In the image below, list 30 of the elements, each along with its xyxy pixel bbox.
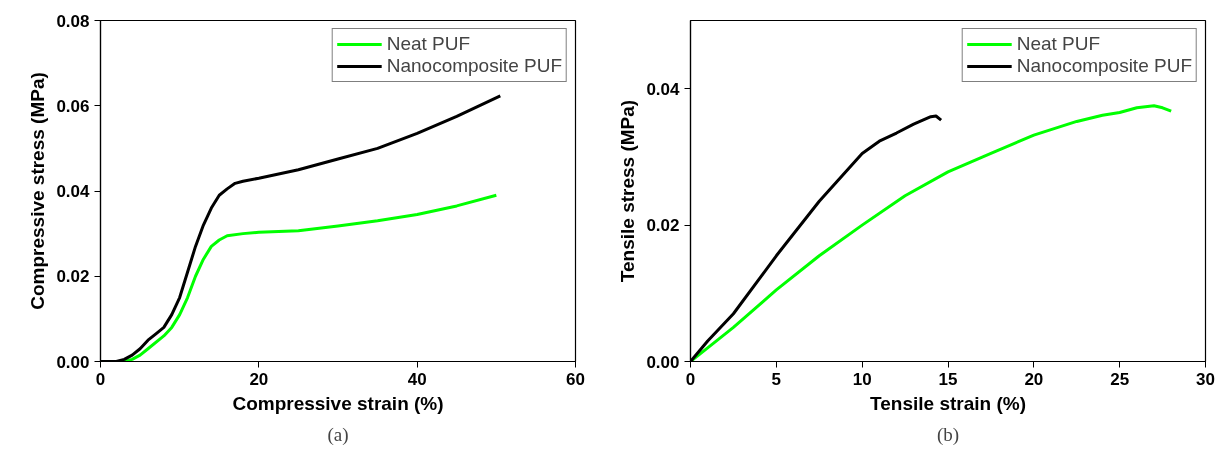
x-tick-label: 15	[938, 369, 958, 389]
line-series	[690, 104, 1173, 362]
x-tick-label: 20	[1024, 369, 1044, 389]
x-tick-label: 0	[685, 369, 696, 389]
legend-label: Neat PUF	[1016, 33, 1101, 55]
x-tick-label: 25	[1110, 369, 1130, 389]
x-tick-label: 40	[407, 369, 427, 389]
legend-label: Nanocomposite PUF	[386, 55, 562, 77]
y-tick-label: 0.02	[56, 267, 90, 287]
x-tick-label: 5	[771, 369, 782, 389]
y-tick-label: 0.02	[646, 216, 680, 236]
x-tick-label: 0	[95, 369, 106, 389]
y-axis-title: Compressive stress (MPa)	[27, 72, 49, 310]
y-tick-label: 0.06	[56, 96, 90, 116]
y-tick-label: 0.04	[56, 182, 91, 201]
x-tick-label: 20	[249, 369, 269, 389]
text: (a)	[327, 423, 349, 446]
y-tick-label: 0.08	[56, 11, 90, 31]
text: (b)	[936, 423, 960, 446]
x-tick-label: 30	[1196, 369, 1215, 389]
x-axis-title: Tensile strain (%)	[870, 392, 1026, 414]
x-axis-title: Compressive strain (%)	[232, 392, 444, 414]
y-tick-label: 0.04	[646, 79, 681, 99]
x-tick-label: 60	[566, 369, 585, 389]
legend-label: Nanocomposite PUF	[1016, 55, 1192, 77]
x-tick-label: 10	[852, 369, 872, 389]
y-tick-label: 0.00	[646, 352, 680, 372]
y-axis-title: Tensile stress (MPa)	[617, 99, 639, 283]
y-tick-label: 0.00	[56, 352, 90, 372]
legend-label: Neat PUF	[386, 33, 471, 55]
